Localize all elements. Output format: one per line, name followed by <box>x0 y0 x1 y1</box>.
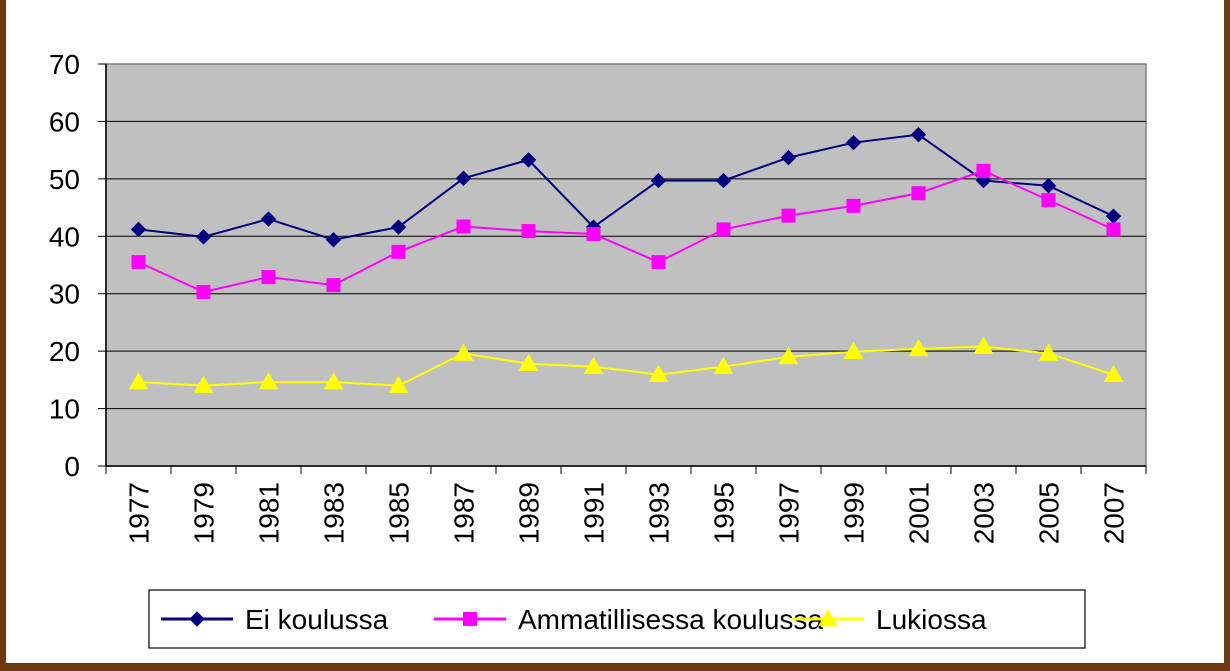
legend: Ei koulussa Ammatillisessa koulussa Lukios… <box>148 589 1086 649</box>
data-point <box>518 353 539 372</box>
data-point <box>781 208 796 223</box>
data-point <box>1106 222 1121 237</box>
data-point <box>1038 343 1059 361</box>
data-point <box>453 343 474 361</box>
data-point <box>391 244 406 259</box>
y-tick-label: 50 <box>49 164 80 195</box>
series-1 <box>131 163 1121 299</box>
data-point <box>846 198 861 213</box>
y-tick-label: 0 <box>64 451 80 482</box>
series-line <box>138 133 1114 241</box>
x-tick-label: 1995 <box>709 482 740 544</box>
data-point <box>650 172 667 189</box>
data-point <box>195 229 212 245</box>
data-point <box>780 149 797 166</box>
data-point <box>908 338 929 357</box>
x-tick-label: 1977 <box>124 482 155 544</box>
data-point <box>323 372 344 390</box>
x-tick-label: 2005 <box>1034 482 1065 544</box>
data-point <box>390 219 407 235</box>
x-tick-label: 2007 <box>1099 482 1130 544</box>
x-tick-label: 1997 <box>774 482 805 544</box>
y-tick-label: 60 <box>49 106 80 137</box>
x-tick-label: 1985 <box>384 482 415 544</box>
data-point <box>713 356 734 374</box>
y-tick-label: 10 <box>49 394 80 425</box>
series-lines <box>128 126 1124 393</box>
data-point <box>193 375 214 393</box>
series-2 <box>128 336 1124 393</box>
y-tick-label: 30 <box>49 279 80 310</box>
data-point <box>586 226 601 241</box>
y-tick-label: 70 <box>49 49 80 80</box>
data-point <box>583 356 604 374</box>
data-point <box>716 222 731 237</box>
data-point <box>1103 364 1124 382</box>
data-point <box>973 336 994 354</box>
y-tick-label: 20 <box>49 336 80 367</box>
data-point <box>843 341 864 359</box>
plot-area <box>105 63 1147 467</box>
legend-box <box>148 589 1086 649</box>
data-point <box>258 372 279 390</box>
legend-label: Ammatillisessa koulussa <box>518 604 823 635</box>
gridlines <box>106 120 1146 410</box>
series-0 <box>130 126 1122 248</box>
x-tick-label: 2001 <box>904 482 935 544</box>
data-point <box>128 372 149 390</box>
data-point <box>260 211 277 227</box>
data-point <box>130 221 147 238</box>
data-point <box>648 364 669 382</box>
data-point <box>455 170 472 186</box>
data-point <box>456 219 471 234</box>
x-tick-label: 1983 <box>319 482 350 544</box>
data-point <box>1040 178 1057 194</box>
line-chart: 0 10 20 30 40 50 60 70 1977 1979 1981 1983 1985 1987 1… <box>49 49 1147 649</box>
data-point <box>778 346 799 365</box>
axes: 0 10 20 30 40 50 60 70 1977 1979 1981 1983 1985 1987 1… <box>49 49 1147 544</box>
data-point <box>261 270 276 285</box>
legend-label: Lukiossa <box>876 604 987 635</box>
data-point <box>845 134 862 151</box>
data-point <box>976 163 991 178</box>
x-tick-label: 1991 <box>579 482 610 544</box>
x-tick-label: 1999 <box>839 482 870 544</box>
data-point <box>910 126 927 143</box>
data-point <box>325 232 342 248</box>
data-point <box>715 172 732 189</box>
legend-marker <box>818 608 838 627</box>
x-tick-label: 1987 <box>449 482 480 544</box>
data-point <box>196 284 211 299</box>
legend-label: Ei koulussa <box>245 604 389 635</box>
y-tick-label: 40 <box>49 221 80 252</box>
data-point <box>388 375 409 393</box>
data-point <box>911 186 926 201</box>
x-tick-label: 1989 <box>514 482 545 544</box>
data-point <box>521 224 536 239</box>
data-point <box>520 152 537 168</box>
x-tick-label: 1993 <box>644 482 675 544</box>
x-tick-label: 2003 <box>969 482 1000 544</box>
series-line <box>138 345 1114 387</box>
data-point <box>651 255 666 270</box>
legend-marker <box>463 612 477 626</box>
x-tick-label: 1979 <box>189 482 220 544</box>
series-line <box>138 169 1114 294</box>
data-point <box>326 278 341 293</box>
legend-marker <box>189 611 205 627</box>
x-tick-label: 1981 <box>254 482 285 544</box>
data-point <box>1041 193 1056 208</box>
data-point <box>131 255 146 270</box>
